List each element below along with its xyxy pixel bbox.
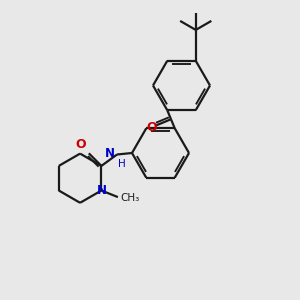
Text: CH₃: CH₃ [120, 193, 140, 203]
Text: O: O [76, 138, 86, 151]
Text: N: N [105, 147, 115, 160]
Text: O: O [147, 121, 158, 134]
Text: H: H [118, 159, 126, 169]
Text: N: N [96, 184, 106, 197]
